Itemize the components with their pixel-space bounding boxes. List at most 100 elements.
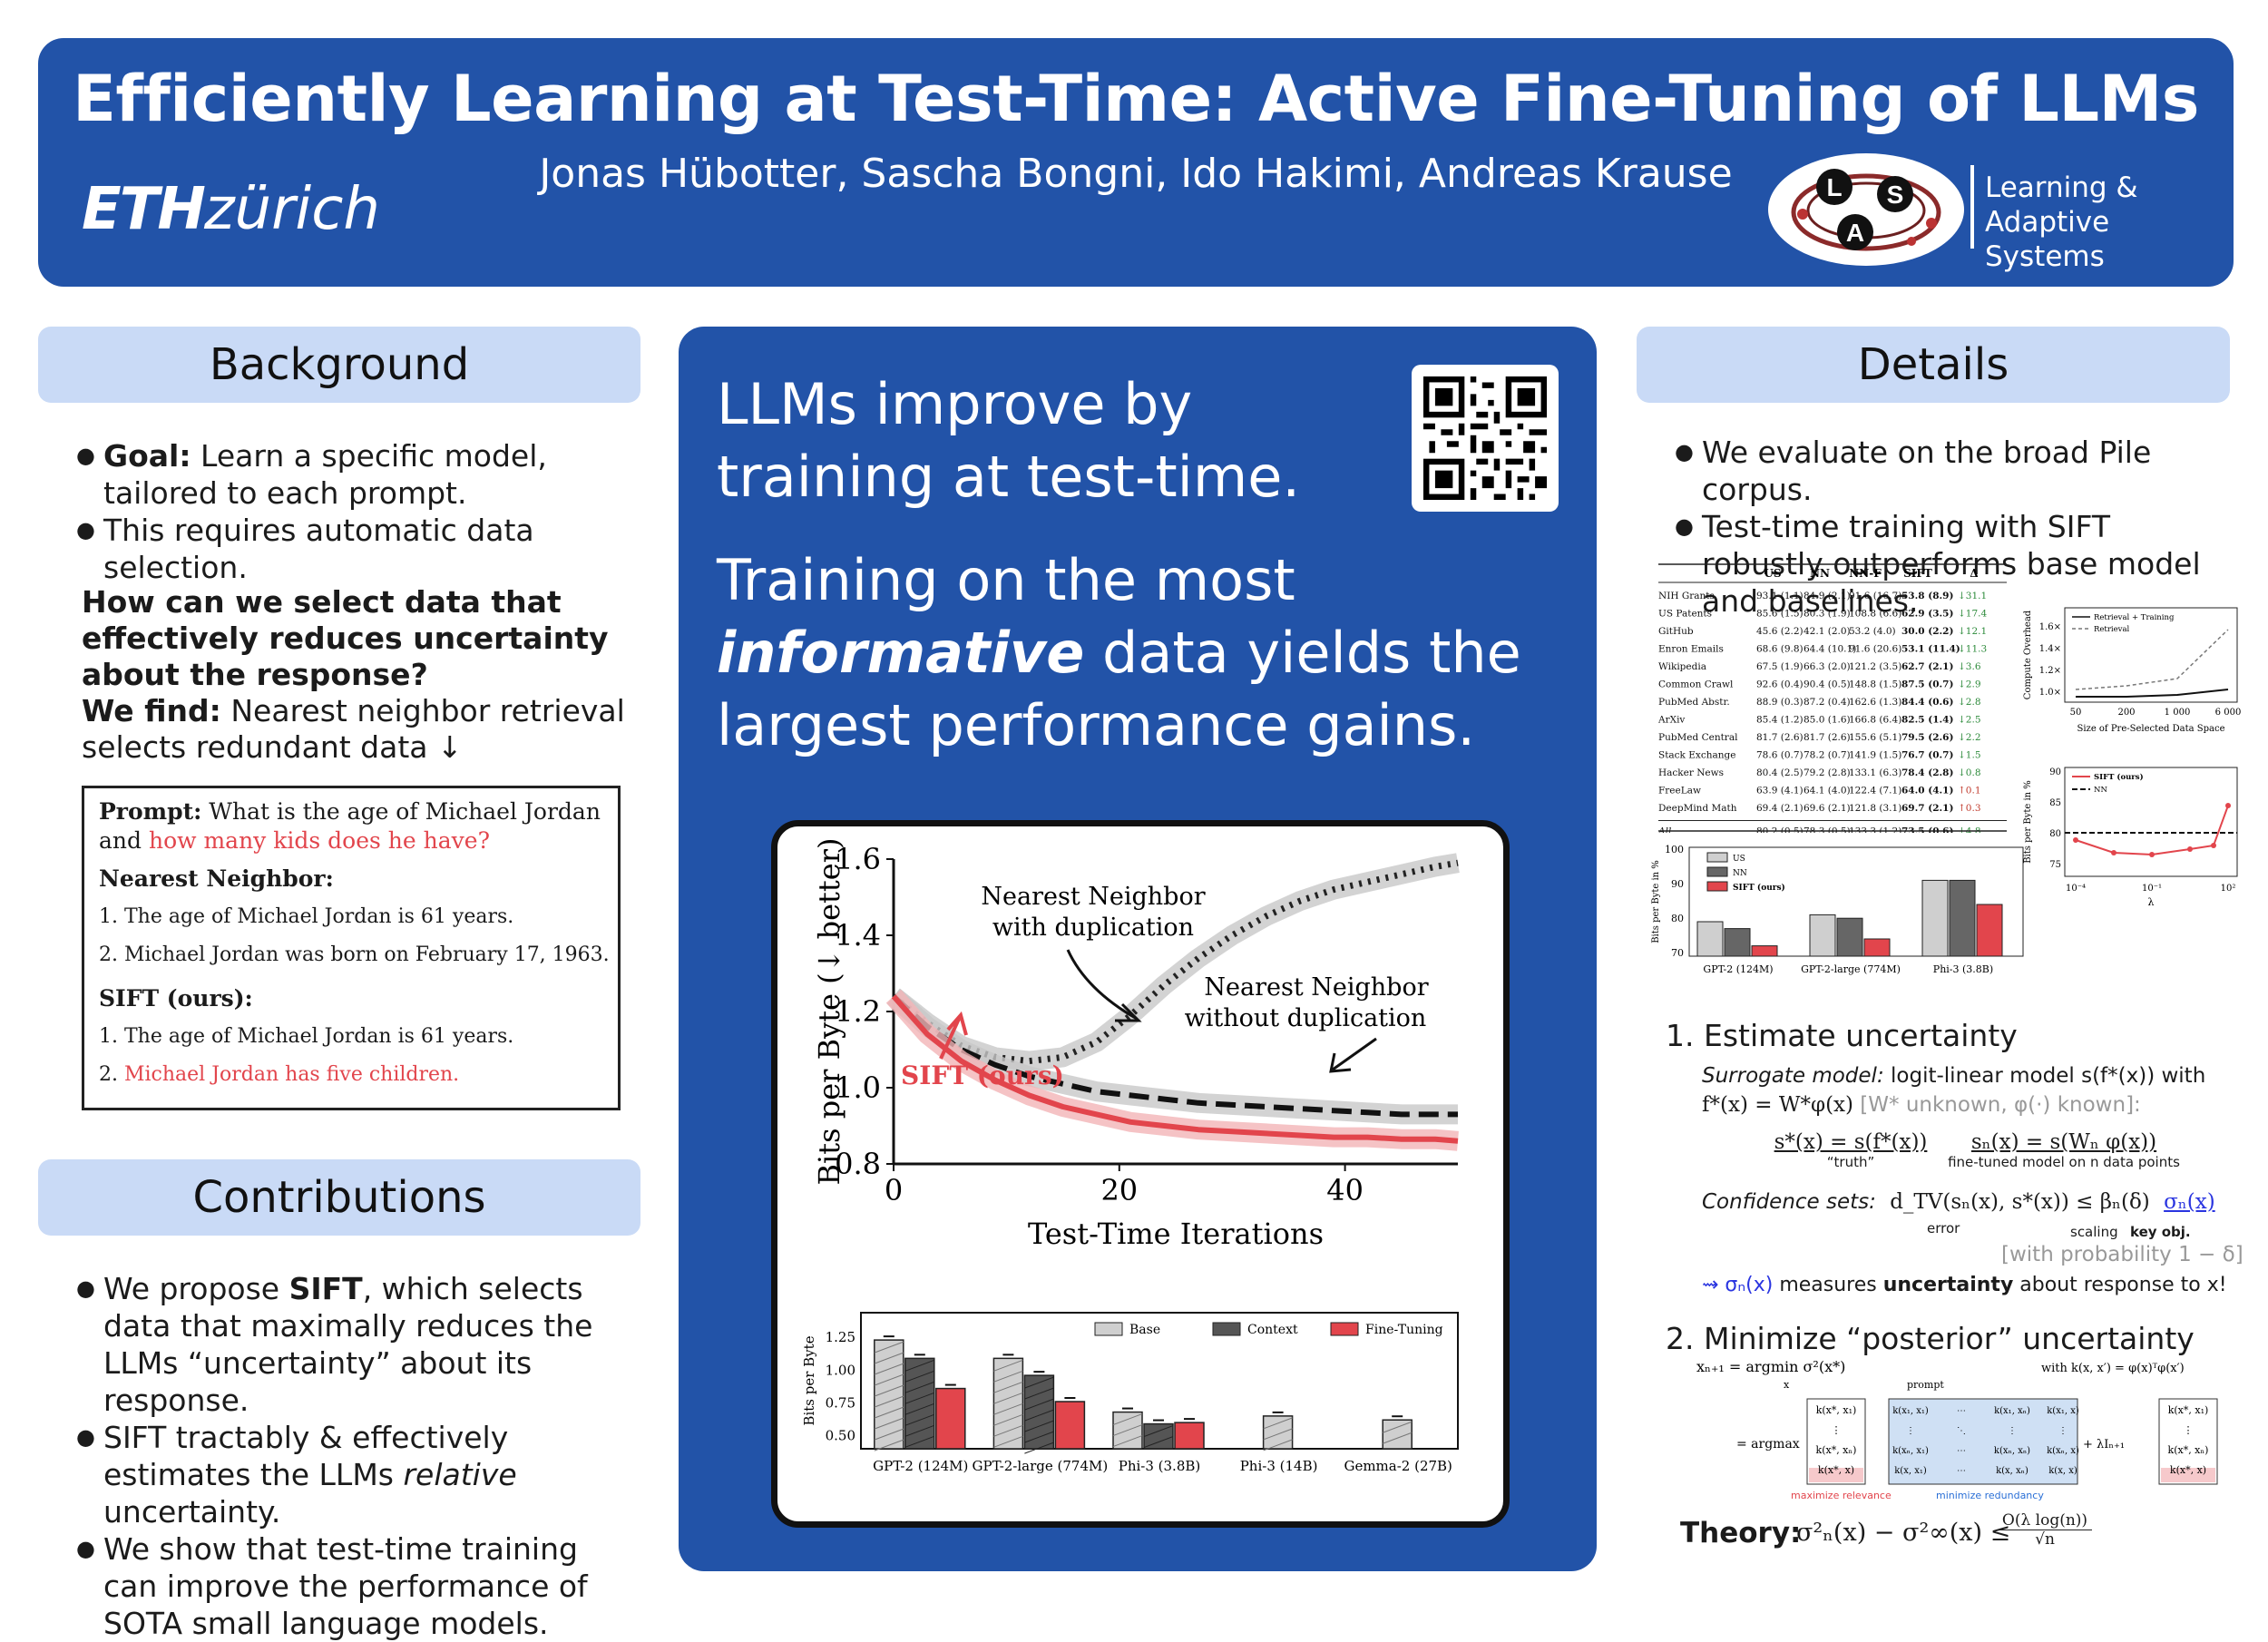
overhead-frame <box>2064 607 2238 703</box>
table-cell: 133.1 (6.3) <box>1849 767 1901 778</box>
table-cell: 62.7 (2.1) <box>1901 661 1953 672</box>
bar-hatch <box>1383 1421 1413 1433</box>
step2-heading: 2. Minimize “posterior” uncertainty <box>1666 1321 2195 1356</box>
y-tick-label: 1.0 <box>835 1070 881 1105</box>
bar-sift <box>1976 904 2003 957</box>
matrix-entry: ⋮ <box>2008 1426 2017 1436</box>
bar-hatch <box>1112 1413 1143 1426</box>
matrix-entry: k(xₙ, x) <box>2047 1446 2079 1456</box>
bar-hatch <box>1024 1387 1054 1400</box>
argmax-label: = argmax <box>1736 1437 1800 1451</box>
bar-hatch <box>904 1359 934 1372</box>
kernel-def: with k(x, x′) = φ(x)ᵀφ(x′) <box>2041 1362 2185 1375</box>
relevance-entry: ⋮ <box>1832 1424 1842 1436</box>
bars-legend-swatch <box>1706 866 1728 877</box>
svg-text:A: A <box>1846 219 1864 247</box>
table-cell: Stack Exchange <box>1658 750 1735 761</box>
bars-category: GPT-2 (124M) <box>1703 963 1773 975</box>
table-cell: 53.2 (4.0) <box>1849 626 1896 637</box>
annotation-arrow-2 <box>1332 1037 1377 1071</box>
table-cell: DeepMind Math <box>1658 803 1737 814</box>
max-relevance-label: maximize relevance <box>1791 1490 1892 1501</box>
table-cell: 166.8 (6.4) <box>1849 715 1901 726</box>
table-cell: 69.4 (2.1) <box>1756 803 1804 814</box>
bar-hatch <box>993 1392 1023 1404</box>
bar-category-label: Phi-3 (3.8B) <box>1119 1458 1201 1474</box>
annotation-arrow-1 <box>1066 949 1138 1021</box>
argmin-sub: x <box>1784 1379 1790 1391</box>
y-tick-label: 1.6 <box>835 842 881 876</box>
selection-bullet: This requires automatic data selection. <box>76 512 639 586</box>
x-tick-label: 40 <box>1326 1173 1364 1207</box>
poster-title: Efficiently Learning at Test-Time: Activ… <box>73 62 2199 136</box>
bars-legend-label: NN <box>1733 869 1747 878</box>
bar-category-label: GPT-2-large (774M) <box>973 1458 1109 1474</box>
lambda-frame <box>2064 767 2238 877</box>
table-cell: 90.4 (0.5) <box>1804 679 1851 690</box>
annotation-arrow-3 <box>939 1018 961 1060</box>
y-tick-label: 1.2 <box>835 994 881 1029</box>
table-cell: 53.1 (11.4) <box>1901 644 1960 655</box>
qr-code-icon[interactable] <box>1412 365 1559 512</box>
bar-hatch <box>874 1439 904 1451</box>
table-cell: 76.7 (0.7) <box>1901 750 1953 761</box>
table-cell: ↓4.8 <box>1958 826 1981 834</box>
relevance-highlight-2 <box>2161 1468 2215 1482</box>
series-line-3 <box>891 994 1459 1144</box>
legend-label: Base <box>1129 1323 1160 1337</box>
bar-context <box>1143 1422 1174 1450</box>
table-cell: 80.3 (1.9) <box>1804 609 1851 620</box>
table-cell: 84.9 (2.1) <box>1804 591 1851 601</box>
table-cell: ↓2.2 <box>1958 732 1981 743</box>
bars-y-label: Bits per Byte in % <box>1651 860 1661 943</box>
table-cell: ↓1.5 <box>1958 750 1981 761</box>
annotation-arrowhead-2 <box>1329 1052 1352 1073</box>
error-label: error <box>1927 1220 1960 1236</box>
table-cell: US Patents <box>1658 609 1712 620</box>
bar-y-tick: 0.75 <box>826 1394 855 1411</box>
legend-swatch <box>1094 1322 1123 1336</box>
table-cell: 68.6 (9.8) <box>1756 644 1804 655</box>
bar-hatch <box>874 1406 904 1419</box>
bar-us <box>1696 921 1724 957</box>
table-cell: 82.5 (1.4) <box>1901 715 1953 726</box>
lambda-y-tick: 90 <box>2049 767 2061 777</box>
claim-line-2: training at test-time. <box>717 444 1301 510</box>
matrix-entry: ⋮ <box>2058 1426 2068 1436</box>
bar-y-tick: 1.25 <box>826 1329 855 1345</box>
matrix-entry: k(x, x₁) <box>1894 1466 1927 1476</box>
bar-y-label: Bits per Byte <box>801 1335 817 1425</box>
bar-us <box>1921 879 1949 957</box>
legend-label: Fine-Tuning <box>1365 1323 1443 1337</box>
table-cell: 88.9 (0.3) <box>1756 697 1804 708</box>
table-cell: 78.6 (0.7) <box>1756 750 1804 761</box>
lambda-y-tick: 75 <box>2049 860 2061 870</box>
bar-hatch <box>1383 1432 1413 1444</box>
nn-label: Nearest Neighbor: <box>99 865 334 892</box>
finding-text: We find: Nearest neighbor retrieval sele… <box>82 693 625 765</box>
bars-y-tick: 70 <box>1671 947 1684 959</box>
table-cell: 122.4 (7.1) <box>1849 786 1901 797</box>
table-cell: Hacker News <box>1658 767 1724 778</box>
table-cell: 30.0 (2.2) <box>1901 626 1953 637</box>
table-cell: ↓11.3 <box>1958 644 1987 655</box>
table-cell: 91.6 (20.6) <box>1849 644 1901 655</box>
pile-results-table: US NN NN-F SIFT Δ NIH Grants 93.1 (1.1) 84.9 (2… <box>1658 563 2007 834</box>
bar-y-tick: 0.50 <box>826 1428 855 1444</box>
table-cell: ↓31.1 <box>1958 591 1987 601</box>
table-header: SIFT <box>1903 567 1932 580</box>
eth-zurich-logo: ETHzürich <box>82 176 380 243</box>
legend-label: Context <box>1247 1323 1298 1337</box>
bar-hatch <box>904 1392 934 1404</box>
table-cell: ↓2.9 <box>1958 679 1981 690</box>
min-redundancy-label: minimize redundancy <box>1936 1490 2044 1501</box>
table-cell: ↓0.8 <box>1958 767 1981 778</box>
bar-y-tick: 1.00 <box>826 1362 855 1378</box>
table-cell: 79.2 (2.8) <box>1804 767 1851 778</box>
surrogate-model: Surrogate model: logit-linear model s(f*… <box>1702 1064 2206 1117</box>
matrix-entry: k(x, xₙ) <box>1996 1466 2028 1476</box>
table-cell: 69.7 (2.1) <box>1901 803 1953 814</box>
bar-fine-tuning <box>1174 1422 1205 1450</box>
contribution-2: SIFT tractably & effectively estimates t… <box>76 1419 639 1530</box>
matrix-entry: k(x₁, x) <box>2047 1406 2079 1416</box>
